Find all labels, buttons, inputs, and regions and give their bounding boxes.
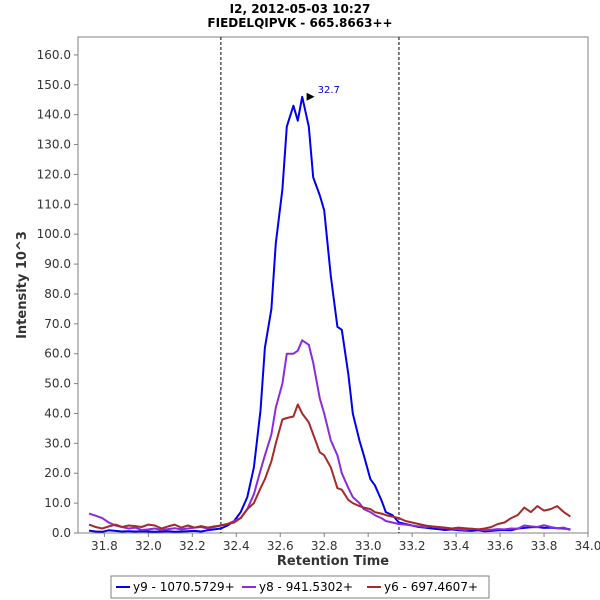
y-tick-label: 10.0 [44,496,71,510]
x-tick-label: 33.8 [531,539,558,553]
y-tick-label: 120.0 [37,167,71,181]
y-tick-label: 60.0 [44,347,71,361]
x-axis-ticks: 31.8 32.0 32.2 32.4 32.6 32.8 33.0 33.2 33.4 33.6… [91,533,600,553]
y-tick-label: 160.0 [37,48,71,62]
y-tick-label: 100.0 [37,227,71,241]
y-tick-label: 110.0 [37,197,71,211]
peak-annotations: 32.7 [306,85,340,101]
x-tick-label: 32.4 [223,539,250,553]
legend-entry: y9 - 1070.5729+ [133,580,235,594]
y-tick-label: 140.0 [37,108,71,122]
x-tick-label: 33.2 [399,539,426,553]
y-tick-label: 130.0 [37,138,71,152]
y-axis-ticks: 0.0 10.0 20.0 30.0 40.0 50.0 60.0 70.0 80.0 90.0 1… [37,48,78,540]
y-tick-label: 30.0 [44,436,71,450]
chart-title: I2, 2012-05-03 10:27 [230,2,371,16]
y-tick-label: 20.0 [44,466,71,480]
plot-area [77,36,589,534]
x-tick-label: 33.0 [355,539,382,553]
y-tick-label: 0.0 [52,526,71,540]
y-tick-label: 50.0 [44,377,71,391]
peak-marker [306,92,315,101]
x-tick-label: 31.8 [91,539,118,553]
y-tick-label: 90.0 [44,257,71,271]
x-tick-label: 33.6 [487,539,514,553]
legend-entry: y6 - 697.4607+ [384,580,478,594]
y-tick-label: 40.0 [44,406,71,420]
x-tick-label: 34.0 [575,539,600,553]
series-line [88,403,571,531]
peak-label: 32.7 [318,85,340,96]
series-lines [88,95,571,533]
y-tick-label: 150.0 [37,78,71,92]
legend-box [110,575,490,599]
x-axis-label: Retention Time [277,554,389,569]
legend-entry: y8 - 941.5302+ [259,580,353,594]
x-tick-label: 33.4 [443,539,470,553]
y-tick-label: 70.0 [44,317,71,331]
x-tick-label: 32.2 [179,539,206,553]
peak-boundary-lines [220,37,400,533]
x-tick-label: 32.8 [311,539,338,553]
legend: y9 - 1070.5729+ y8 - 941.5302+ y6 - 697.46… [116,580,478,594]
x-tick-label: 32.6 [267,539,294,553]
y-axis-label: Intensity 10^3 [15,231,30,339]
chart-subtitle: FIEDELQIPVK - 665.8663++ [207,16,392,30]
series-line [88,339,571,532]
x-tick-label: 32.0 [135,539,162,553]
y-tick-label: 80.0 [44,287,71,301]
